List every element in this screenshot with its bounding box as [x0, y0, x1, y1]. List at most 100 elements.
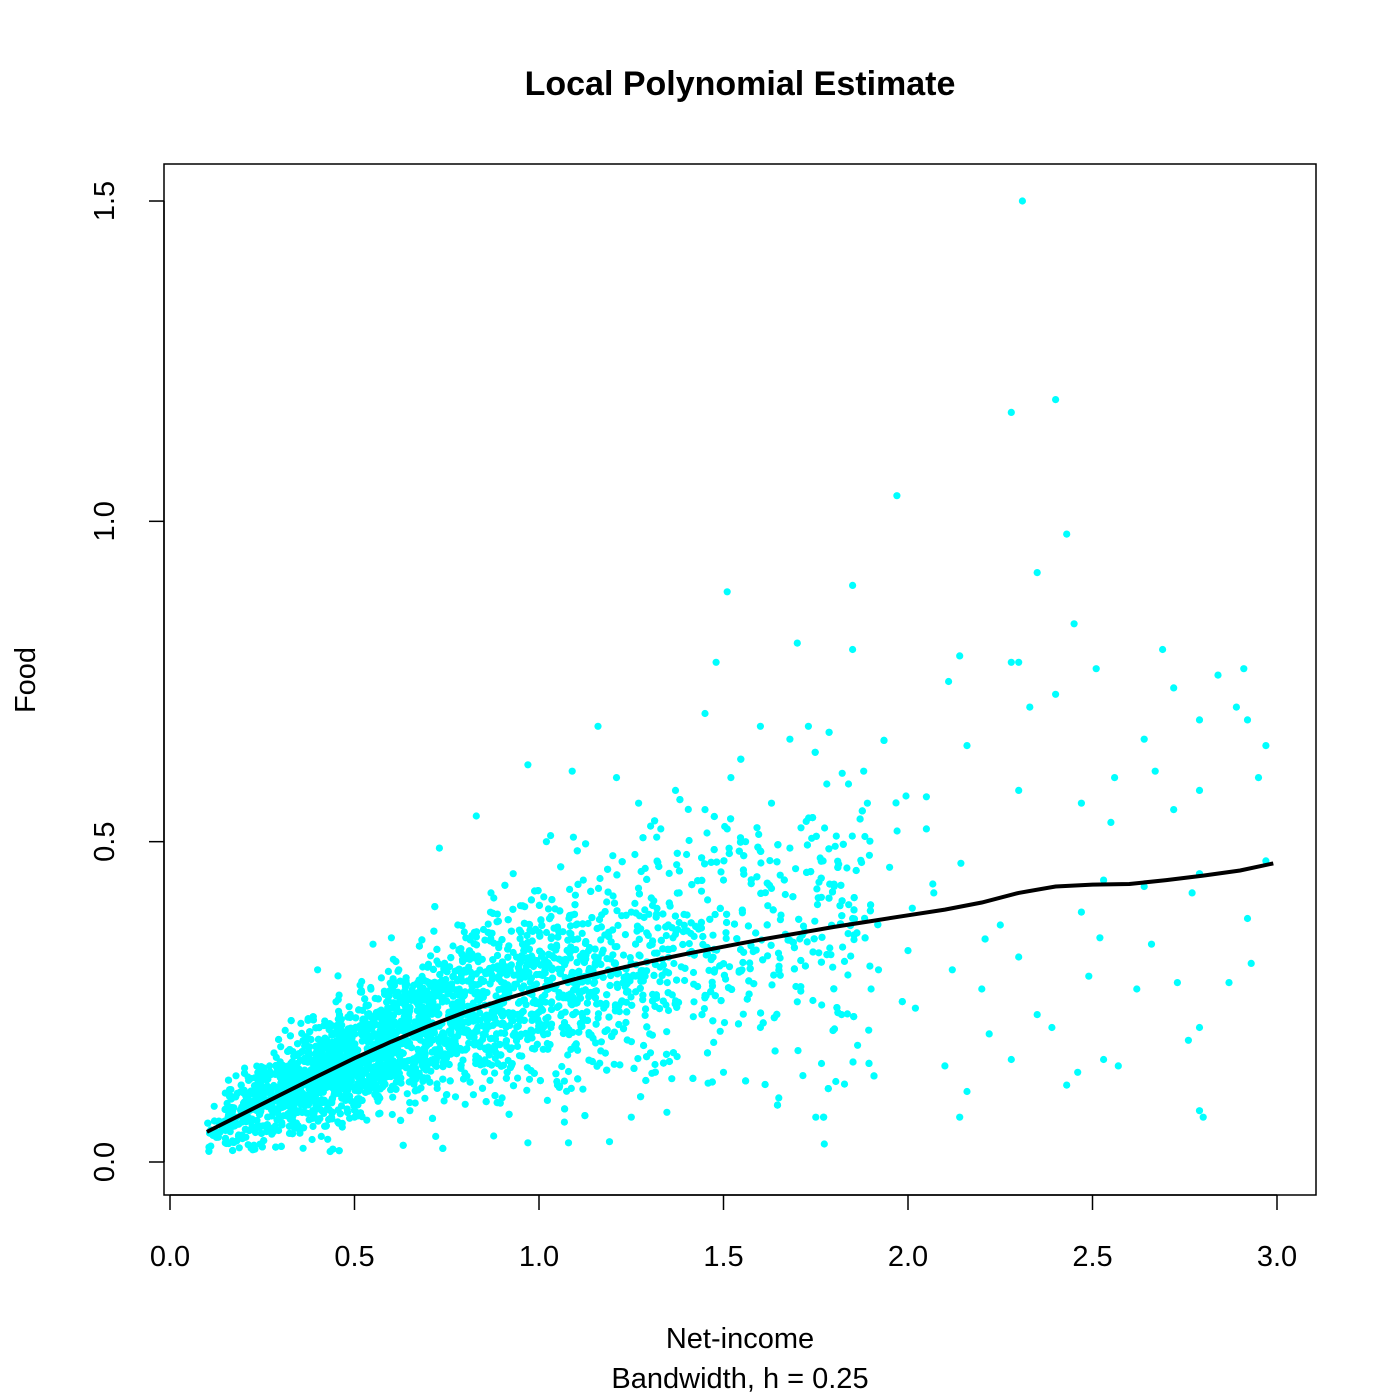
scatter-point — [609, 852, 617, 860]
scatter-point — [317, 1038, 325, 1046]
scatter-point — [306, 1043, 314, 1051]
scatter-point — [328, 1031, 336, 1039]
scatter-point — [401, 1023, 410, 1031]
scatter-point — [369, 940, 377, 948]
scatter-point — [780, 876, 788, 884]
scatter-point — [813, 901, 822, 909]
scatter-point — [844, 780, 853, 788]
scatter-point — [339, 1037, 347, 1045]
scatter-point — [563, 1087, 571, 1095]
scatter-point — [591, 987, 599, 995]
scatter-point — [941, 1062, 949, 1070]
scatter-point — [706, 915, 714, 923]
scatter-point — [572, 1040, 580, 1048]
scatter-point — [593, 1000, 601, 1008]
y-axis-label: Food — [10, 647, 42, 713]
scatter-point — [776, 871, 784, 879]
scatter-point — [773, 1101, 782, 1109]
scatter-point — [420, 1064, 428, 1072]
scatter-point — [571, 901, 579, 909]
scatter-point — [325, 1049, 333, 1057]
scatter-point — [583, 1008, 591, 1016]
scatter-point — [866, 907, 875, 915]
scatter-point — [536, 947, 544, 955]
scatter-point — [293, 1077, 301, 1085]
scatter-point — [665, 899, 673, 907]
scatter-point — [335, 1119, 343, 1127]
scatter-point — [470, 1041, 479, 1049]
y-tick-label: 0.0 — [89, 1142, 121, 1182]
scatter-point — [774, 841, 782, 849]
scatter-point — [659, 1059, 668, 1067]
scatter-point — [832, 1077, 840, 1086]
scatter-point — [520, 947, 528, 955]
scatter-point — [1214, 671, 1222, 679]
scatter-point — [429, 1036, 437, 1044]
scatter-point — [309, 1122, 317, 1130]
scatter-point — [759, 1019, 767, 1027]
scatter-point — [1247, 959, 1255, 968]
scatter-point — [679, 940, 687, 949]
scatter-point — [858, 807, 866, 815]
scatter-point — [880, 736, 888, 745]
scatter-point — [870, 1072, 878, 1080]
scatter-point — [597, 1047, 605, 1055]
scatter-point — [595, 915, 604, 924]
scatter-point — [536, 970, 544, 979]
scatter-point — [680, 921, 688, 929]
scatter-point — [326, 1147, 334, 1156]
scatter-point — [1107, 818, 1115, 827]
y-axis: 0.0 0.5 1.0 1.5 — [89, 181, 165, 1182]
scatter-point — [386, 979, 394, 987]
scatter-point — [591, 945, 599, 953]
scatter-point — [647, 822, 655, 830]
scatter-point — [672, 927, 680, 935]
scatter-point — [554, 933, 562, 941]
scatter-point — [1063, 1081, 1071, 1089]
scatter-point — [262, 1074, 270, 1082]
scatter-point — [809, 996, 817, 1005]
scatter-point — [431, 1061, 439, 1069]
scatter-point — [529, 927, 537, 935]
scatter-point — [592, 1039, 600, 1047]
scatter-point — [547, 1020, 556, 1028]
scatter-point — [830, 880, 838, 888]
scatter-point — [297, 1019, 305, 1027]
scatter-point — [288, 1116, 296, 1124]
scatter-point — [520, 1016, 528, 1024]
scatter-point — [824, 1085, 832, 1093]
scatter-point — [221, 1134, 230, 1142]
scatter-point — [583, 1016, 592, 1024]
scatter-point — [676, 796, 684, 804]
scatter-point — [657, 936, 665, 945]
scatter-point — [425, 979, 433, 987]
scatter-point — [570, 1010, 578, 1019]
scatter-point — [1077, 908, 1085, 916]
scatter-point — [408, 990, 416, 998]
scatter-point — [523, 1086, 531, 1094]
scatter-point — [396, 977, 404, 985]
scatter-point — [675, 867, 684, 875]
scatter-point — [367, 1034, 375, 1042]
scatter-point — [363, 1083, 371, 1091]
scatter-point — [374, 1031, 382, 1039]
scatter-point — [774, 949, 783, 957]
scatter-point — [466, 1078, 474, 1086]
scatter-point — [383, 998, 391, 1006]
scatter-point — [803, 868, 811, 877]
scatter-point — [590, 979, 598, 987]
scatter-point — [1015, 953, 1023, 961]
scatter-point — [325, 1026, 333, 1034]
scatter-point — [474, 958, 482, 966]
scatter-point — [843, 864, 851, 872]
scatter-point — [764, 952, 772, 960]
scatter-point — [306, 1028, 314, 1036]
scatter-point — [710, 1038, 718, 1046]
scatter-point — [235, 1131, 243, 1139]
scatter-point — [699, 932, 707, 941]
scatter-point — [335, 991, 343, 999]
scatter-point — [662, 932, 670, 940]
scatter-point — [856, 815, 864, 823]
scatter-point — [356, 1074, 364, 1082]
scatter-point — [235, 1144, 243, 1152]
